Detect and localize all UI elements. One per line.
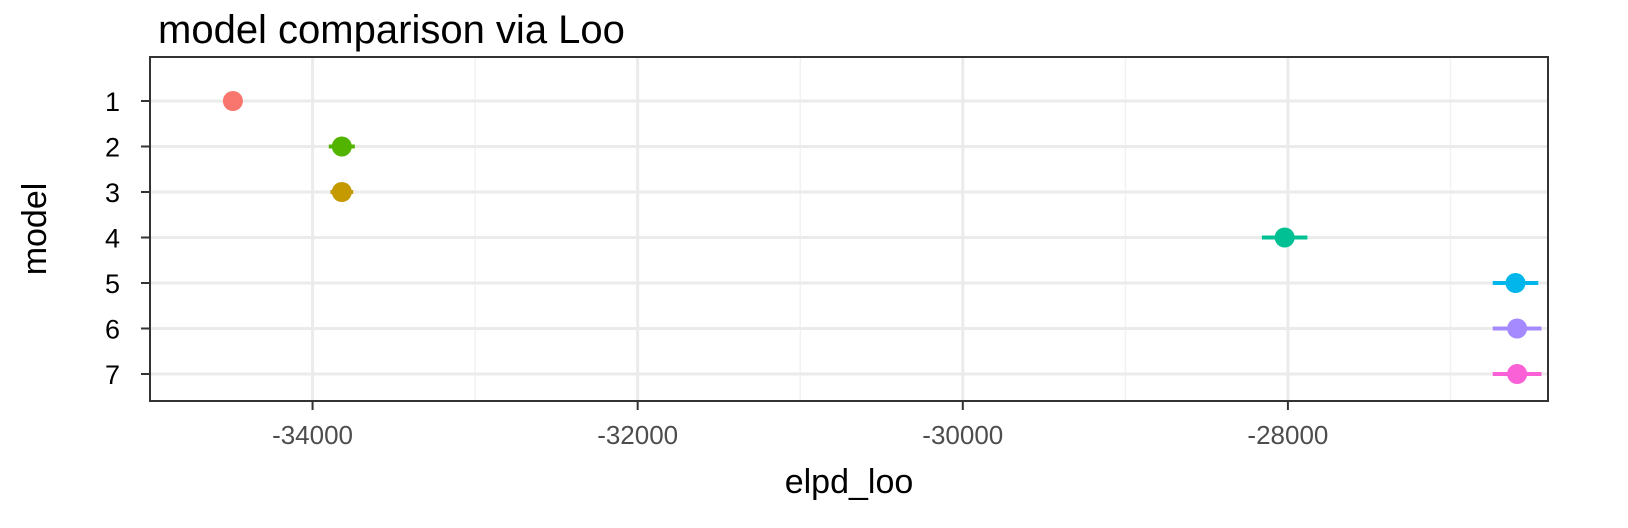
minor-gridlines (474, 57, 1452, 401)
y-axis-ticks: 1 2 3 4 5 6 7 (105, 87, 150, 390)
major-gridlines (150, 57, 1548, 401)
y-tick-label: 6 (105, 315, 120, 345)
y-tick-label: 3 (105, 178, 120, 208)
point-model-1 (222, 91, 243, 111)
error-bars (328, 144, 1542, 376)
data-points (222, 91, 1528, 384)
point-model-6 (1507, 318, 1528, 339)
x-tick-label: -32000 (597, 420, 678, 450)
x-tick-label: -28000 (1247, 420, 1328, 450)
panel-border (149, 56, 1549, 402)
y-tick-label: 2 (105, 133, 120, 163)
y-tick-label: 1 (105, 87, 120, 117)
point-model-7 (1507, 364, 1528, 384)
x-tick-label: -30000 (922, 420, 1003, 450)
y-axis-title: model (16, 183, 54, 276)
y-tick-label: 7 (105, 360, 120, 390)
x-axis-ticks: -34000 -32000 -30000 -28000 (272, 401, 1328, 450)
x-tick-label: -34000 (272, 420, 353, 450)
y-tick-label: 4 (105, 224, 120, 254)
chart-title: model comparison via Loo (158, 8, 625, 52)
y-tick-label: 5 (105, 269, 120, 299)
point-model-4 (1274, 227, 1295, 248)
point-model-2 (331, 136, 352, 157)
x-axis-title: elpd_loo (785, 463, 914, 501)
point-model-3 (331, 182, 352, 202)
point-model-5 (1505, 273, 1526, 293)
